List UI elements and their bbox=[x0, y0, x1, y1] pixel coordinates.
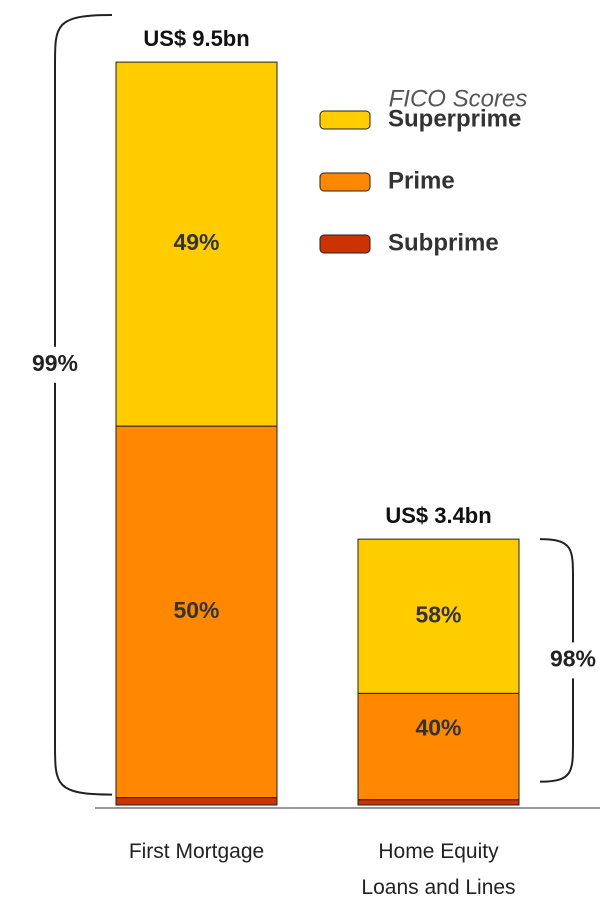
legend-label: Prime bbox=[388, 167, 455, 194]
bracket-label-bg bbox=[25, 346, 85, 383]
legend-title: FICO Scores bbox=[389, 85, 528, 112]
category-label: First Mortgage bbox=[128, 840, 265, 863]
bracket-label: 99% bbox=[32, 350, 78, 376]
legend-swatch bbox=[319, 234, 371, 254]
legend-swatch bbox=[319, 172, 371, 192]
bar-segment bbox=[357, 799, 520, 806]
bracket bbox=[54, 14, 113, 796]
legend-swatch bbox=[319, 110, 371, 130]
bar-segment bbox=[357, 692, 520, 801]
bar-segment bbox=[115, 425, 278, 799]
bracket-label-bg bbox=[543, 642, 603, 679]
bar-segment bbox=[357, 538, 520, 694]
bar-segment bbox=[115, 61, 278, 427]
segment-label: 40% bbox=[415, 715, 461, 741]
legend-label: Subprime bbox=[388, 229, 499, 256]
segment-label: 49% bbox=[173, 229, 219, 255]
total-label: US$ 3.4bn bbox=[385, 503, 491, 528]
bar-segment bbox=[115, 797, 278, 806]
category-label: Home Equity Loans and Lines bbox=[361, 840, 516, 899]
bracket-label: 98% bbox=[550, 645, 596, 671]
segment-label: 58% bbox=[415, 601, 461, 627]
total-label: US$ 9.5bn bbox=[143, 26, 249, 51]
legend-label: Superprime bbox=[388, 105, 521, 132]
segment-label: 50% bbox=[173, 597, 219, 623]
